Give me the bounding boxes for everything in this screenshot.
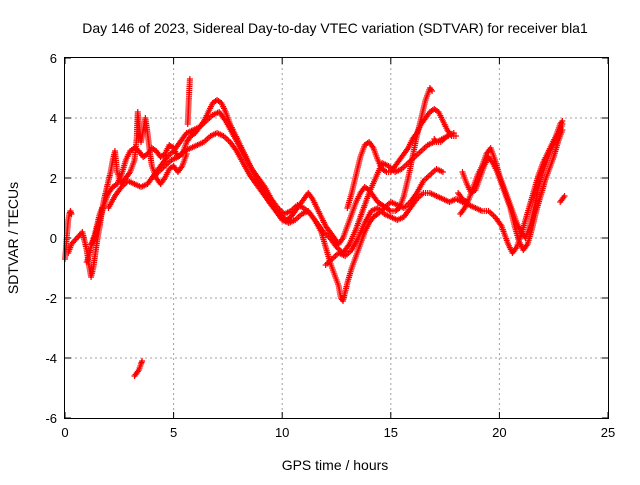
x-tick-label: 15 [384,425,398,440]
x-tick-label: 5 [170,425,177,440]
y-tick-label: 4 [50,111,57,126]
y-tick-label: -6 [45,411,57,426]
data-point [463,199,470,205]
data-point [186,76,193,82]
y-tick-label: 6 [50,51,57,66]
series-track-b [88,85,436,247]
x-tick-label: 20 [492,425,506,440]
series-track-g [457,121,568,241]
series-track-d [148,130,446,304]
data-point [561,193,568,199]
y-tick-label: 0 [50,231,57,246]
x-tick-label: 0 [61,425,68,440]
data-point [139,358,146,364]
y-axis-label: SDTVAR / TECUs [5,182,21,294]
y-tick-label: -2 [45,291,57,306]
x-tick-label: 25 [601,425,615,440]
data-points [62,76,568,379]
data-point [68,211,75,217]
x-axis-label: GPS time / hours [282,457,389,473]
x-tick-label: 10 [275,425,289,440]
y-tick-label: -4 [45,351,57,366]
data-point [439,169,446,175]
data-point [450,130,457,136]
y-tick-label: 2 [50,171,57,186]
data-point [429,88,436,94]
plot-frame [64,57,609,419]
ticks: 0 5 10 15 20 25 -6 -4 -2 0 2 4 6 [45,51,615,440]
data-point [559,121,566,127]
chart-title: Day 146 of 2023, Sidereal Day-to-day VTE… [82,20,588,36]
data-point [98,205,105,211]
series-track-h [83,130,470,379]
